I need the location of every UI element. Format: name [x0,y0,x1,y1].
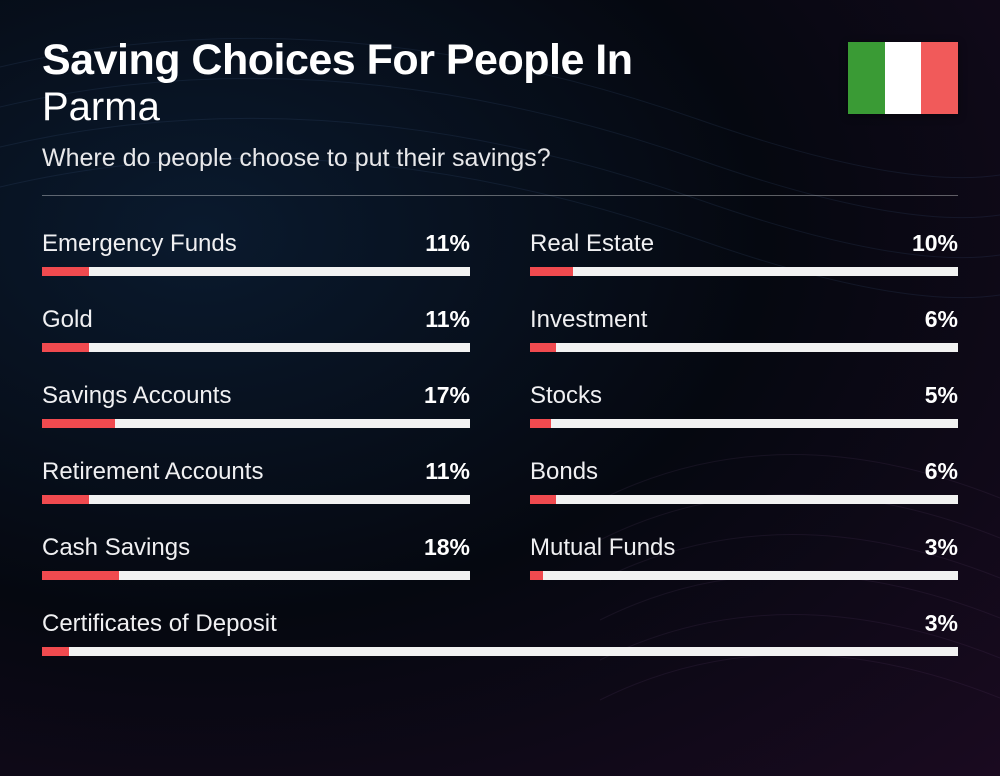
item-label: Mutual Funds [530,534,675,562]
bar-fill [530,267,573,276]
chart-item: Certificates of Deposit 3% [42,610,958,656]
bar-fill [42,647,69,656]
item-value: 3% [925,610,958,637]
chart-item: Stocks 5% [530,382,958,428]
divider [42,195,958,196]
item-label: Emergency Funds [42,230,237,258]
chart-item: Retirement Accounts 11% [42,458,470,504]
item-label: Cash Savings [42,534,190,562]
item-value: 5% [925,382,958,409]
item-label: Bonds [530,458,598,486]
item-value: 17% [424,382,470,409]
header: Saving Choices For People In Parma Where… [42,38,958,173]
bar-track [42,495,470,504]
item-value: 11% [425,458,470,485]
bar-fill [42,419,115,428]
page-title: Saving Choices For People In [42,38,633,83]
item-label: Retirement Accounts [42,458,263,486]
item-label: Stocks [530,382,602,410]
bar-track [42,343,470,352]
bar-track [530,495,958,504]
bar-fill [530,419,551,428]
chart-item: Mutual Funds 3% [530,534,958,580]
flag-stripe-1 [848,42,885,114]
item-label: Real Estate [530,230,654,258]
subtitle: Where do people choose to put their savi… [42,144,633,173]
item-label: Investment [530,306,647,334]
bar-fill [530,571,543,580]
chart-item: Gold 11% [42,306,470,352]
bar-track [42,571,470,580]
bar-fill [42,495,89,504]
bar-track [530,267,958,276]
item-value: 11% [425,230,470,257]
item-value: 3% [925,534,958,561]
chart-item: Investment 6% [530,306,958,352]
chart-item: Bonds 6% [530,458,958,504]
item-value: 10% [912,230,958,257]
bar-fill [530,343,556,352]
chart-grid: Emergency Funds 11% Real Estate 10% Gold 11% I… [42,230,958,656]
bar-track [42,647,958,656]
bar-track [42,419,470,428]
item-label: Gold [42,306,93,334]
bar-track [530,343,958,352]
bar-fill [530,495,556,504]
chart-item: Savings Accounts 17% [42,382,470,428]
flag-stripe-2 [885,42,922,114]
item-value: 6% [925,306,958,333]
item-label: Certificates of Deposit [42,610,277,638]
bar-track [530,419,958,428]
chart-item: Cash Savings 18% [42,534,470,580]
item-label: Savings Accounts [42,382,231,410]
item-value: 6% [925,458,958,485]
city-name: Parma [42,85,633,130]
bar-fill [42,571,119,580]
flag-stripe-3 [921,42,958,114]
bar-track [530,571,958,580]
chart-item: Emergency Funds 11% [42,230,470,276]
bar-track [42,267,470,276]
item-value: 11% [425,306,470,333]
item-value: 18% [424,534,470,561]
flag-icon [848,42,958,114]
bar-fill [42,343,89,352]
chart-item: Real Estate 10% [530,230,958,276]
bar-fill [42,267,89,276]
